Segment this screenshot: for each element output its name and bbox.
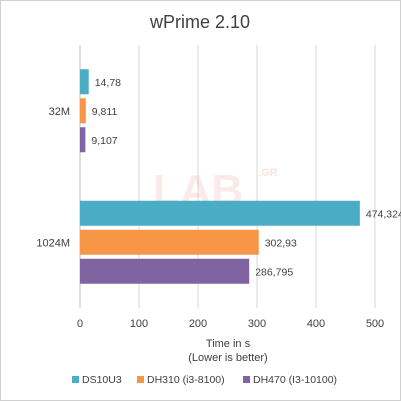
x-tick-label: 200 — [189, 318, 207, 330]
data-label: 9,811 — [92, 106, 118, 118]
data-label: 14,78 — [95, 77, 121, 89]
x-tick-label: 0 — [77, 318, 83, 330]
legend-swatch — [72, 376, 79, 383]
watermark-suffix: .GR — [258, 167, 278, 179]
bars: 14,78 9,811 9,107 474,324 302,93 286,795 — [80, 69, 401, 284]
chart-title: wPrime 2.10 — [149, 12, 250, 32]
data-label: 302,93 — [265, 237, 297, 249]
category-labels: 32M 1024M — [36, 106, 70, 250]
x-axis-note: (Lower is better) — [188, 352, 267, 364]
bar — [80, 98, 86, 124]
legend: DS10U3 DH310 (i3-8100) DH470 (I3-10100) — [72, 374, 337, 386]
bar — [80, 258, 250, 284]
bar — [80, 127, 86, 153]
category-label: 1024M — [36, 237, 70, 249]
bar — [80, 69, 89, 95]
data-label: 286,795 — [255, 266, 293, 278]
category-label: 32M — [49, 106, 70, 118]
x-tick-labels: 0 100 200 300 400 500 — [77, 318, 384, 330]
x-tick-label: 400 — [307, 318, 325, 330]
legend-swatch — [137, 376, 144, 383]
bar — [80, 200, 360, 226]
data-label: 474,324 — [366, 208, 401, 220]
x-axis-title: Time in s — [206, 338, 251, 350]
legend-label: DH310 (i3-8100) — [147, 374, 225, 386]
x-tick-label: 500 — [366, 318, 384, 330]
legend-label: DS10U3 — [82, 374, 122, 386]
legend-label: DH470 (I3-10100) — [253, 374, 337, 386]
x-tick-label: 300 — [248, 318, 266, 330]
data-label: 9,107 — [91, 135, 117, 147]
legend-swatch — [243, 376, 250, 383]
bar — [80, 229, 259, 255]
x-tick-label: 100 — [130, 318, 148, 330]
